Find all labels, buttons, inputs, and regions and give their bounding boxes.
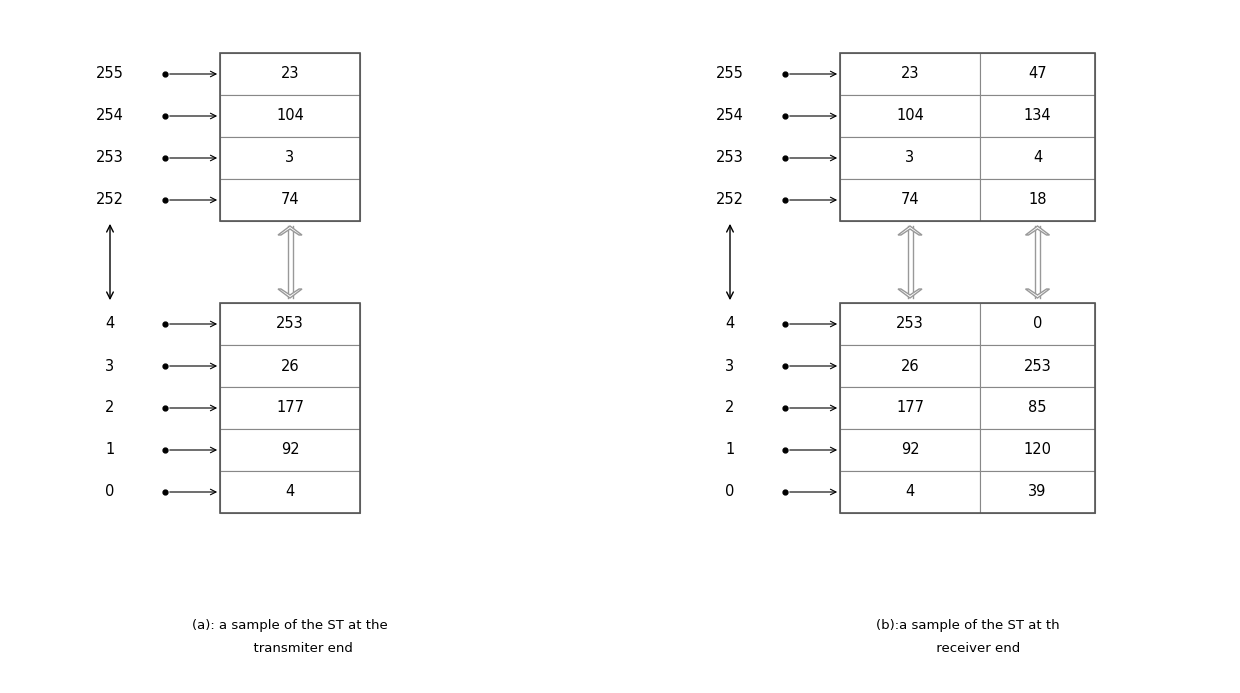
Text: 3: 3 (105, 358, 114, 374)
Text: 23: 23 (900, 67, 919, 82)
Bar (839, 137, 980, 179)
Text: 74: 74 (280, 193, 299, 207)
Bar (219, 95, 360, 137)
Text: 1: 1 (725, 443, 734, 457)
Text: 4: 4 (905, 484, 915, 500)
Polygon shape (898, 226, 923, 235)
Text: 3: 3 (905, 150, 915, 166)
Text: 4: 4 (105, 317, 114, 331)
Text: 120: 120 (1023, 443, 1052, 457)
Bar (839, 387, 980, 429)
Text: 104: 104 (897, 109, 924, 123)
Bar (219, 179, 360, 221)
Bar (219, 387, 360, 429)
Bar (839, 429, 980, 471)
Bar (219, 53, 360, 221)
Text: 92: 92 (900, 443, 919, 457)
Bar (839, 303, 1095, 513)
Bar (980, 137, 1095, 179)
Bar (839, 303, 980, 345)
Text: 3: 3 (285, 150, 295, 166)
Bar (980, 95, 1095, 137)
Text: 92: 92 (280, 443, 299, 457)
Text: 26: 26 (280, 358, 299, 374)
Polygon shape (278, 289, 303, 298)
Text: 104: 104 (277, 109, 304, 123)
Text: 254: 254 (715, 109, 744, 123)
Text: 26: 26 (900, 358, 919, 374)
Text: receiver end: receiver end (915, 642, 1021, 654)
Bar (219, 53, 360, 95)
Text: 4: 4 (1033, 150, 1042, 166)
Text: 0: 0 (1033, 317, 1042, 331)
Bar (839, 471, 980, 513)
Text: 253: 253 (97, 150, 124, 166)
Text: 85: 85 (1028, 401, 1047, 416)
Text: 253: 253 (897, 317, 924, 331)
Text: 47: 47 (1028, 67, 1047, 82)
Bar (839, 95, 980, 137)
Text: 253: 253 (277, 317, 304, 331)
Text: 177: 177 (897, 401, 924, 416)
Text: 253: 253 (717, 150, 744, 166)
Bar (980, 471, 1095, 513)
Bar (980, 179, 1095, 221)
Bar (980, 53, 1095, 95)
Text: 39: 39 (1028, 484, 1047, 500)
Polygon shape (1025, 289, 1049, 298)
Text: 1: 1 (105, 443, 114, 457)
Text: 0: 0 (725, 484, 734, 500)
Text: 255: 255 (95, 67, 124, 82)
Bar (839, 179, 980, 221)
Bar (980, 345, 1095, 387)
Text: 254: 254 (95, 109, 124, 123)
Bar (839, 345, 980, 387)
Bar (219, 137, 360, 179)
Text: 74: 74 (900, 193, 919, 207)
Text: (b):a sample of the ST at th: (b):a sample of the ST at th (875, 620, 1059, 633)
Text: 2: 2 (725, 401, 734, 416)
Text: 18: 18 (1028, 193, 1047, 207)
Text: (a): a sample of the ST at the: (a): a sample of the ST at the (192, 620, 388, 633)
Text: 134: 134 (1024, 109, 1052, 123)
Text: 253: 253 (1024, 358, 1052, 374)
Bar (219, 429, 360, 471)
Text: 252: 252 (715, 193, 744, 207)
Text: 23: 23 (280, 67, 299, 82)
Bar (839, 53, 980, 95)
Bar (980, 303, 1095, 345)
Polygon shape (278, 226, 303, 235)
Text: 4: 4 (285, 484, 295, 500)
Bar (219, 303, 360, 345)
Bar (839, 53, 1095, 221)
Text: 2: 2 (105, 401, 114, 416)
Polygon shape (898, 289, 923, 298)
Polygon shape (1025, 226, 1049, 235)
Text: transmiter end: transmiter end (228, 642, 352, 654)
Text: 0: 0 (105, 484, 114, 500)
Text: 177: 177 (277, 401, 304, 416)
Text: 4: 4 (725, 317, 734, 331)
Bar (980, 429, 1095, 471)
Bar (980, 387, 1095, 429)
Text: 252: 252 (95, 193, 124, 207)
Bar (219, 303, 360, 513)
Text: 3: 3 (725, 358, 734, 374)
Bar (219, 345, 360, 387)
Text: 255: 255 (715, 67, 744, 82)
Bar (219, 471, 360, 513)
